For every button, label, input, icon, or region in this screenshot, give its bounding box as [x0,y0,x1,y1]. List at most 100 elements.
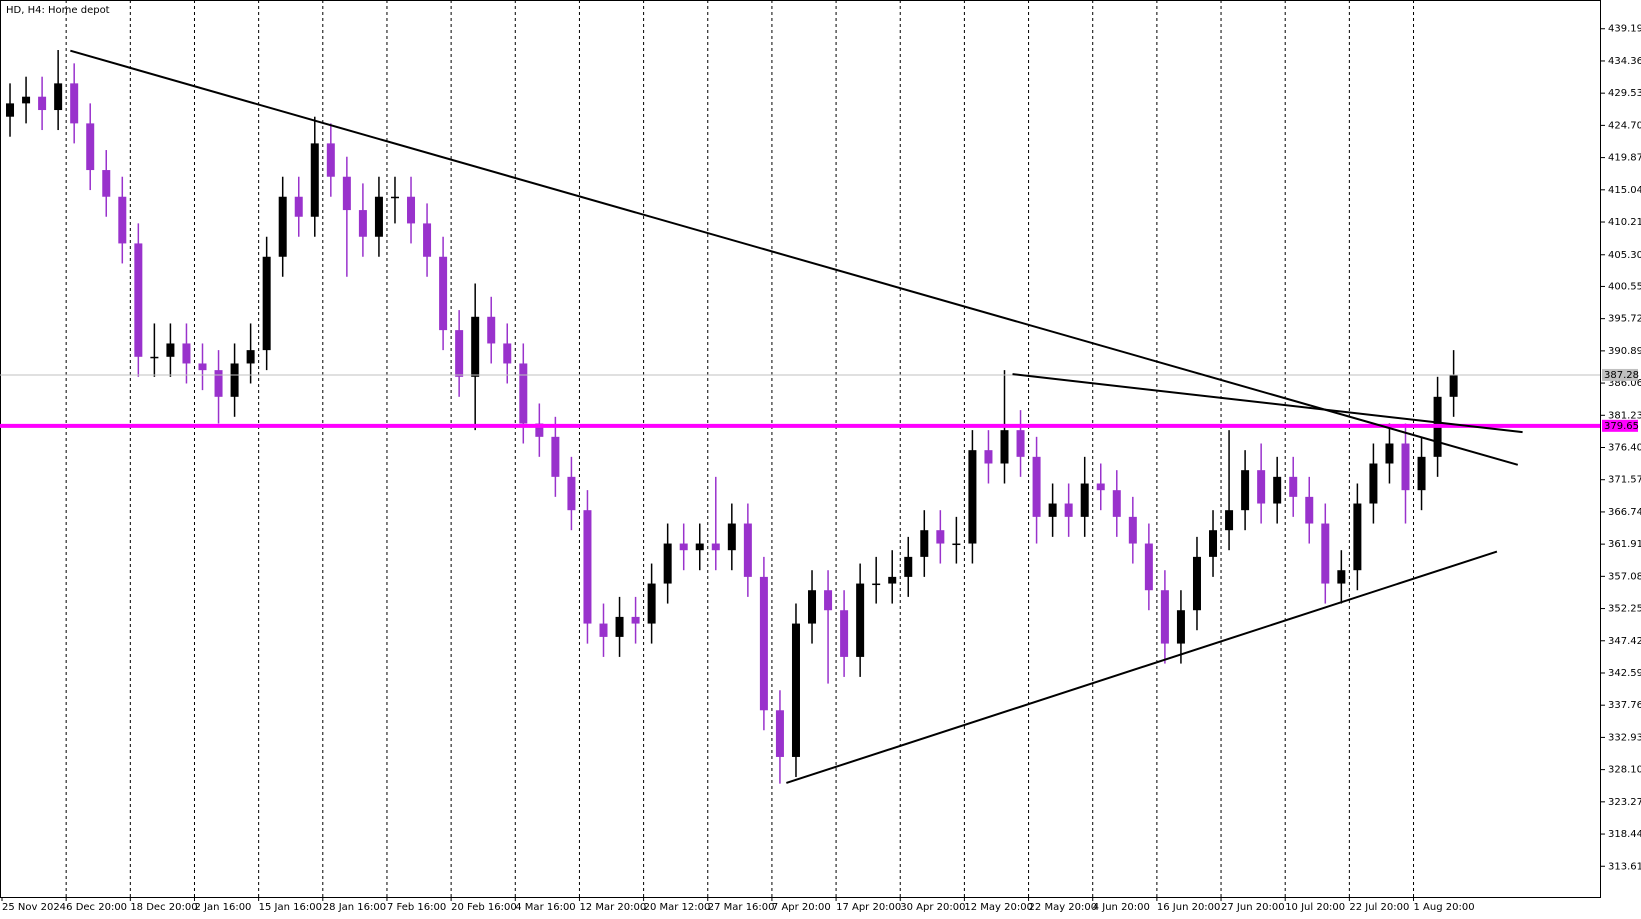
y-tick-label: 405.30 [1608,250,1641,261]
candle-body [711,543,720,551]
candle-body [310,143,319,217]
candle-body [214,370,223,397]
candle-body [1417,456,1426,491]
candle-body [920,530,929,557]
candle-body [1353,503,1362,571]
x-tick-label: 2 Jan 16:00 [194,902,251,913]
candle-body [1192,556,1201,611]
candle-body [1369,463,1378,504]
candle-body [631,616,640,624]
x-tick-label: 15 Jan 16:00 [259,902,322,913]
y-tick-label: 313.61 [1608,861,1641,872]
x-tick-label: 10 Jul 20:00 [1285,902,1345,913]
candle-body [1096,483,1105,491]
y-tick-label: 424.70 [1608,120,1641,131]
y-tick-label: 376.40 [1608,442,1641,453]
candle-body [166,343,175,357]
candle-body [294,196,303,217]
candle-body [1080,483,1089,517]
candle-body [1257,470,1266,504]
trend-line [1012,373,1523,434]
candle-body [1337,570,1346,584]
candle-body [727,523,736,551]
candle-body [38,96,47,111]
x-tick-label: 20 Feb 16:00 [451,902,517,913]
y-tick-label: 332.93 [1608,732,1641,743]
candle-body [615,616,624,637]
y-tick-label: 318.44 [1608,829,1641,840]
trend-line [786,550,1498,784]
candle-body [551,436,560,477]
candle-body [583,510,592,624]
y-tick-label: 342.59 [1608,668,1641,679]
candle-body [134,243,143,357]
candle-body [358,210,367,237]
x-tick-label: 6 Dec 20:00 [66,902,127,913]
candle-body [407,196,416,224]
y-tick-label: 439.19 [1608,24,1641,35]
candle-body [743,523,752,577]
y-tick-label: 390.89 [1608,346,1641,357]
y-tick-label: 400.55 [1608,281,1641,292]
x-tick-label: 4 Mar 16:00 [515,902,575,913]
y-tick-label: 371.57 [1608,475,1641,486]
candle-body [856,583,865,657]
candle-body [599,623,608,637]
x-tick-label: 12 Mar 20:00 [579,902,646,913]
candle-body [1032,456,1041,517]
candle-body [1160,590,1169,644]
candle-body [198,363,207,371]
price-level-box [1602,419,1638,432]
candle-body [1128,516,1137,544]
candle-body [968,450,977,544]
candle-body [904,556,913,577]
x-tick-label: 28 Jan 16:00 [323,902,386,913]
y-tick-label: 361.91 [1608,539,1641,550]
candle-body [1112,490,1121,517]
candle-body [679,543,688,551]
candle-body [1176,610,1185,644]
candle-body [872,583,881,586]
candle-body [262,256,271,351]
y-tick-label: 381.23 [1608,410,1641,421]
candle-body [1144,543,1153,591]
price-level-label: 379.65 [1604,421,1639,432]
candle-body [278,196,287,257]
candle-body [936,530,945,544]
x-tick-label: 27 Mar 16:00 [708,902,775,913]
plot-frame [0,0,1601,898]
candle-body [102,170,111,197]
candle-body [535,423,544,437]
y-tick-label: 357.08 [1608,571,1641,582]
candle-body [1016,430,1025,457]
candle-body [1048,503,1057,517]
candle-body [808,590,817,624]
candle-body [824,590,833,611]
price-level-label: 387.28 [1604,370,1639,381]
x-tick-label: 22 May 20:00 [1029,902,1098,913]
y-tick-label: 419.87 [1608,153,1641,164]
candle-body [1305,496,1314,524]
candle-body [791,623,800,757]
trend-line [70,49,1519,466]
candle-body [70,83,79,124]
candle-body [6,103,15,117]
x-tick-label: 7 Apr 20:00 [772,902,831,913]
candle-body [759,576,768,711]
x-tick-label: 7 Feb 16:00 [387,902,446,913]
candle-body [840,610,849,657]
y-tick-label: 366.74 [1608,507,1641,518]
x-tick-label: 27 Jun 20:00 [1221,902,1285,913]
x-tick-label: 16 Jun 20:00 [1157,902,1221,913]
y-tick-label: 337.76 [1608,700,1641,711]
price-level-box [1602,368,1638,381]
candle-body [54,83,63,111]
candle-body [695,543,704,551]
candle-body [567,476,576,511]
candle-body [471,316,480,377]
x-tick-label: 12 May 20:00 [964,902,1033,913]
candle-body [246,350,255,364]
candle-body [1401,443,1410,491]
candle-body [22,96,31,104]
